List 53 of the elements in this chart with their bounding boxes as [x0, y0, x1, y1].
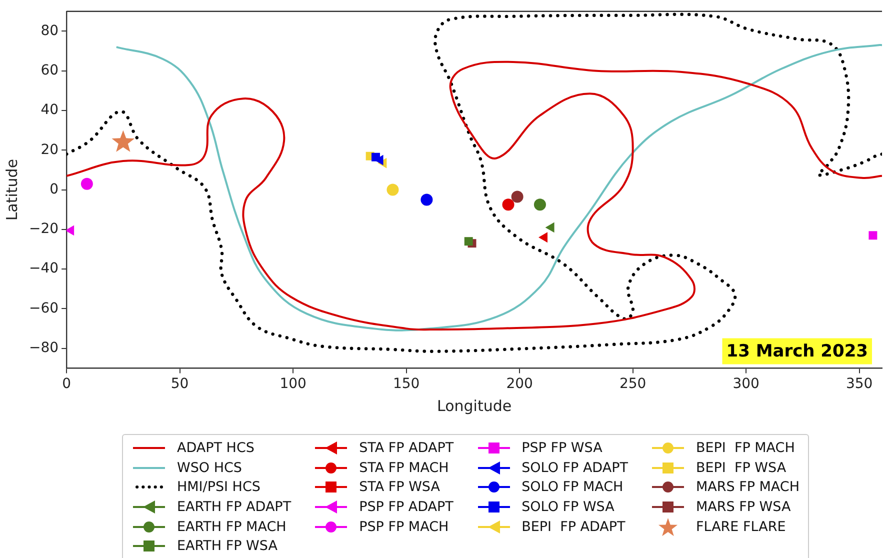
legend-label: FLARE FLARE	[696, 518, 786, 535]
point	[511, 190, 524, 203]
y-tick-label: −40	[29, 260, 59, 277]
legend-label: PSP FP WSA	[522, 440, 602, 456]
x-tick-label: 200	[506, 376, 533, 392]
x-tick-label: 50	[170, 376, 189, 392]
y-tick-label: −80	[29, 340, 59, 356]
legend-label: BEPI FP WSA	[696, 460, 786, 476]
legend-label: MARS FP WSA	[696, 499, 791, 516]
y-tick-label: 60	[40, 62, 59, 79]
legend-label: SOLO FP ADAPT	[522, 460, 628, 476]
legend-label: ADAPT HCS	[177, 440, 254, 456]
legend-label: WSO HCS	[177, 460, 242, 476]
x-tick-label: 250	[619, 376, 646, 392]
y-axis-title: Latitude	[2, 158, 21, 221]
x-tick-label: 100	[280, 376, 306, 392]
y-tick-label: −60	[29, 300, 59, 316]
legend-label: PSP FP MACH	[359, 518, 449, 535]
legend-label: BEPI FP ADAPT	[522, 518, 626, 535]
x-tick-label: 150	[392, 376, 420, 392]
legend-label: EARTH FP WSA	[177, 538, 278, 554]
point	[420, 194, 433, 206]
point	[112, 130, 135, 152]
point	[66, 225, 74, 236]
legend-label: HMI/PSI HCS	[177, 479, 260, 496]
y-tick-label: 40	[40, 102, 59, 118]
y-tick-label: 80	[40, 22, 59, 39]
x-tick-label: 300	[732, 376, 760, 392]
legend-label: STA FP MACH	[359, 460, 449, 476]
point	[538, 232, 548, 243]
point	[502, 198, 514, 211]
legend-label: MARS FP MACH	[696, 479, 800, 496]
point	[464, 237, 473, 246]
x-tick-label: 0	[62, 376, 72, 392]
annotation: 13 March 2023	[726, 342, 868, 362]
legend-label: STA FP WSA	[359, 479, 440, 496]
y-tick-label: 20	[40, 142, 59, 158]
point	[386, 184, 399, 196]
legend-label: STA FP ADAPT	[359, 440, 454, 456]
y-tick-label: 0	[50, 181, 59, 198]
legend-label: EARTH FP MACH	[177, 518, 286, 535]
point	[80, 178, 93, 190]
point	[868, 231, 878, 240]
legend-label: SOLO FP WSA	[522, 499, 614, 516]
legend-label: EARTH FP ADAPT	[177, 499, 292, 516]
x-tick-label: 350	[846, 376, 873, 392]
x-axis-title: Longitude	[436, 396, 512, 415]
point	[534, 198, 546, 211]
legend-label: SOLO FP MACH	[522, 479, 624, 496]
legend-label: PSP FP ADAPT	[359, 499, 454, 516]
legend-label: BEPI FP MACH	[696, 440, 795, 456]
y-tick-label: −20	[29, 221, 59, 238]
point	[545, 222, 554, 233]
